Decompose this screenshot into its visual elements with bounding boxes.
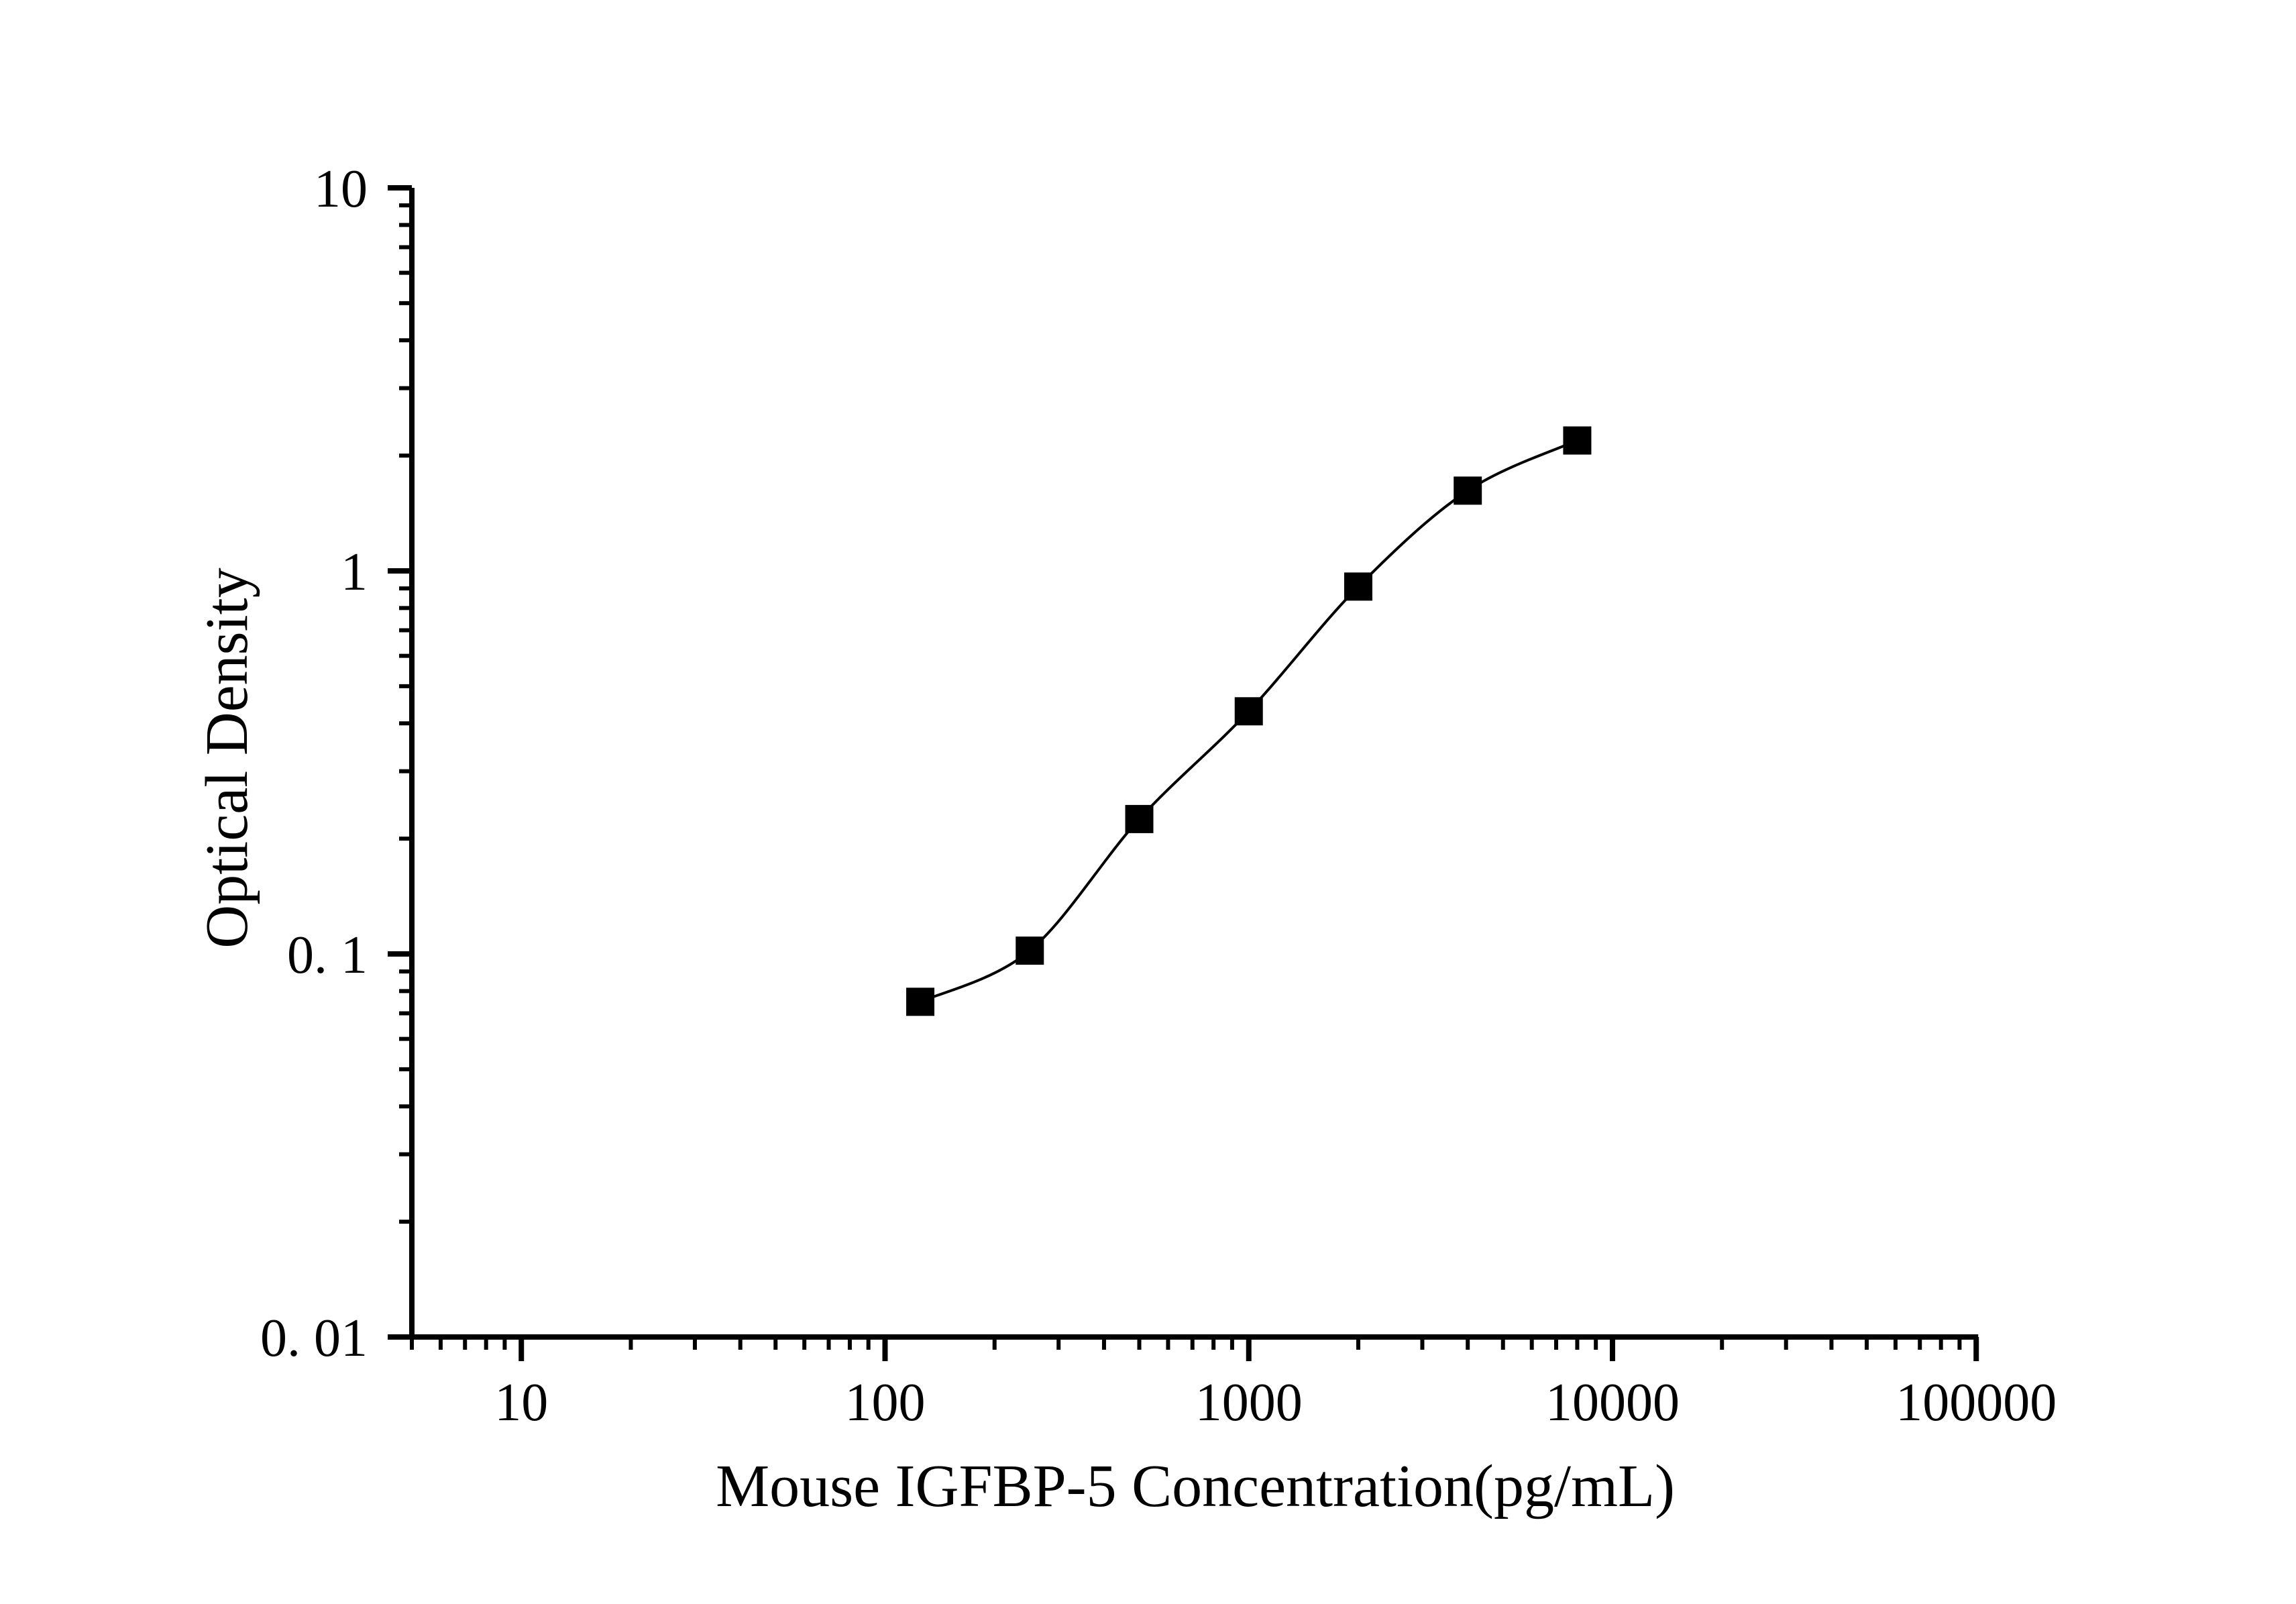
data-point-250 [1016, 937, 1044, 965]
data-point-1000 [1234, 697, 1263, 726]
data-point-8000 [1563, 426, 1592, 455]
tick-layer [388, 185, 1979, 1361]
x-tick-label-10000: 10000 [1545, 1373, 1680, 1432]
axes-layer [409, 188, 1979, 1340]
data-point-125 [906, 987, 935, 1016]
x-tick-label-1000: 1000 [1195, 1373, 1303, 1432]
x-axis-title: Mouse IGFBP-5 Concentration(pg/mL) [716, 1453, 1675, 1519]
y-tick-label-1: 1 [341, 543, 368, 602]
y-axis-title: Optical Density [194, 568, 260, 948]
data-point-4000 [1454, 476, 1482, 505]
x-tick-label-100000: 100000 [1896, 1373, 2057, 1432]
data-point-500 [1125, 804, 1154, 833]
tick-label-layer: 10 100 1000 10000 100000 0. 01 0. 1 1 10 [260, 160, 2057, 1432]
x-tick-label-100: 100 [844, 1373, 925, 1432]
y-tick-label-0.01: 0. 01 [260, 1309, 368, 1368]
series-layer [906, 426, 1592, 1016]
data-point-2000 [1344, 572, 1372, 601]
y-tick-label-10: 10 [314, 160, 368, 219]
y-tick-label-0.1: 0. 1 [287, 926, 368, 985]
x-tick-label-10: 10 [494, 1373, 548, 1432]
